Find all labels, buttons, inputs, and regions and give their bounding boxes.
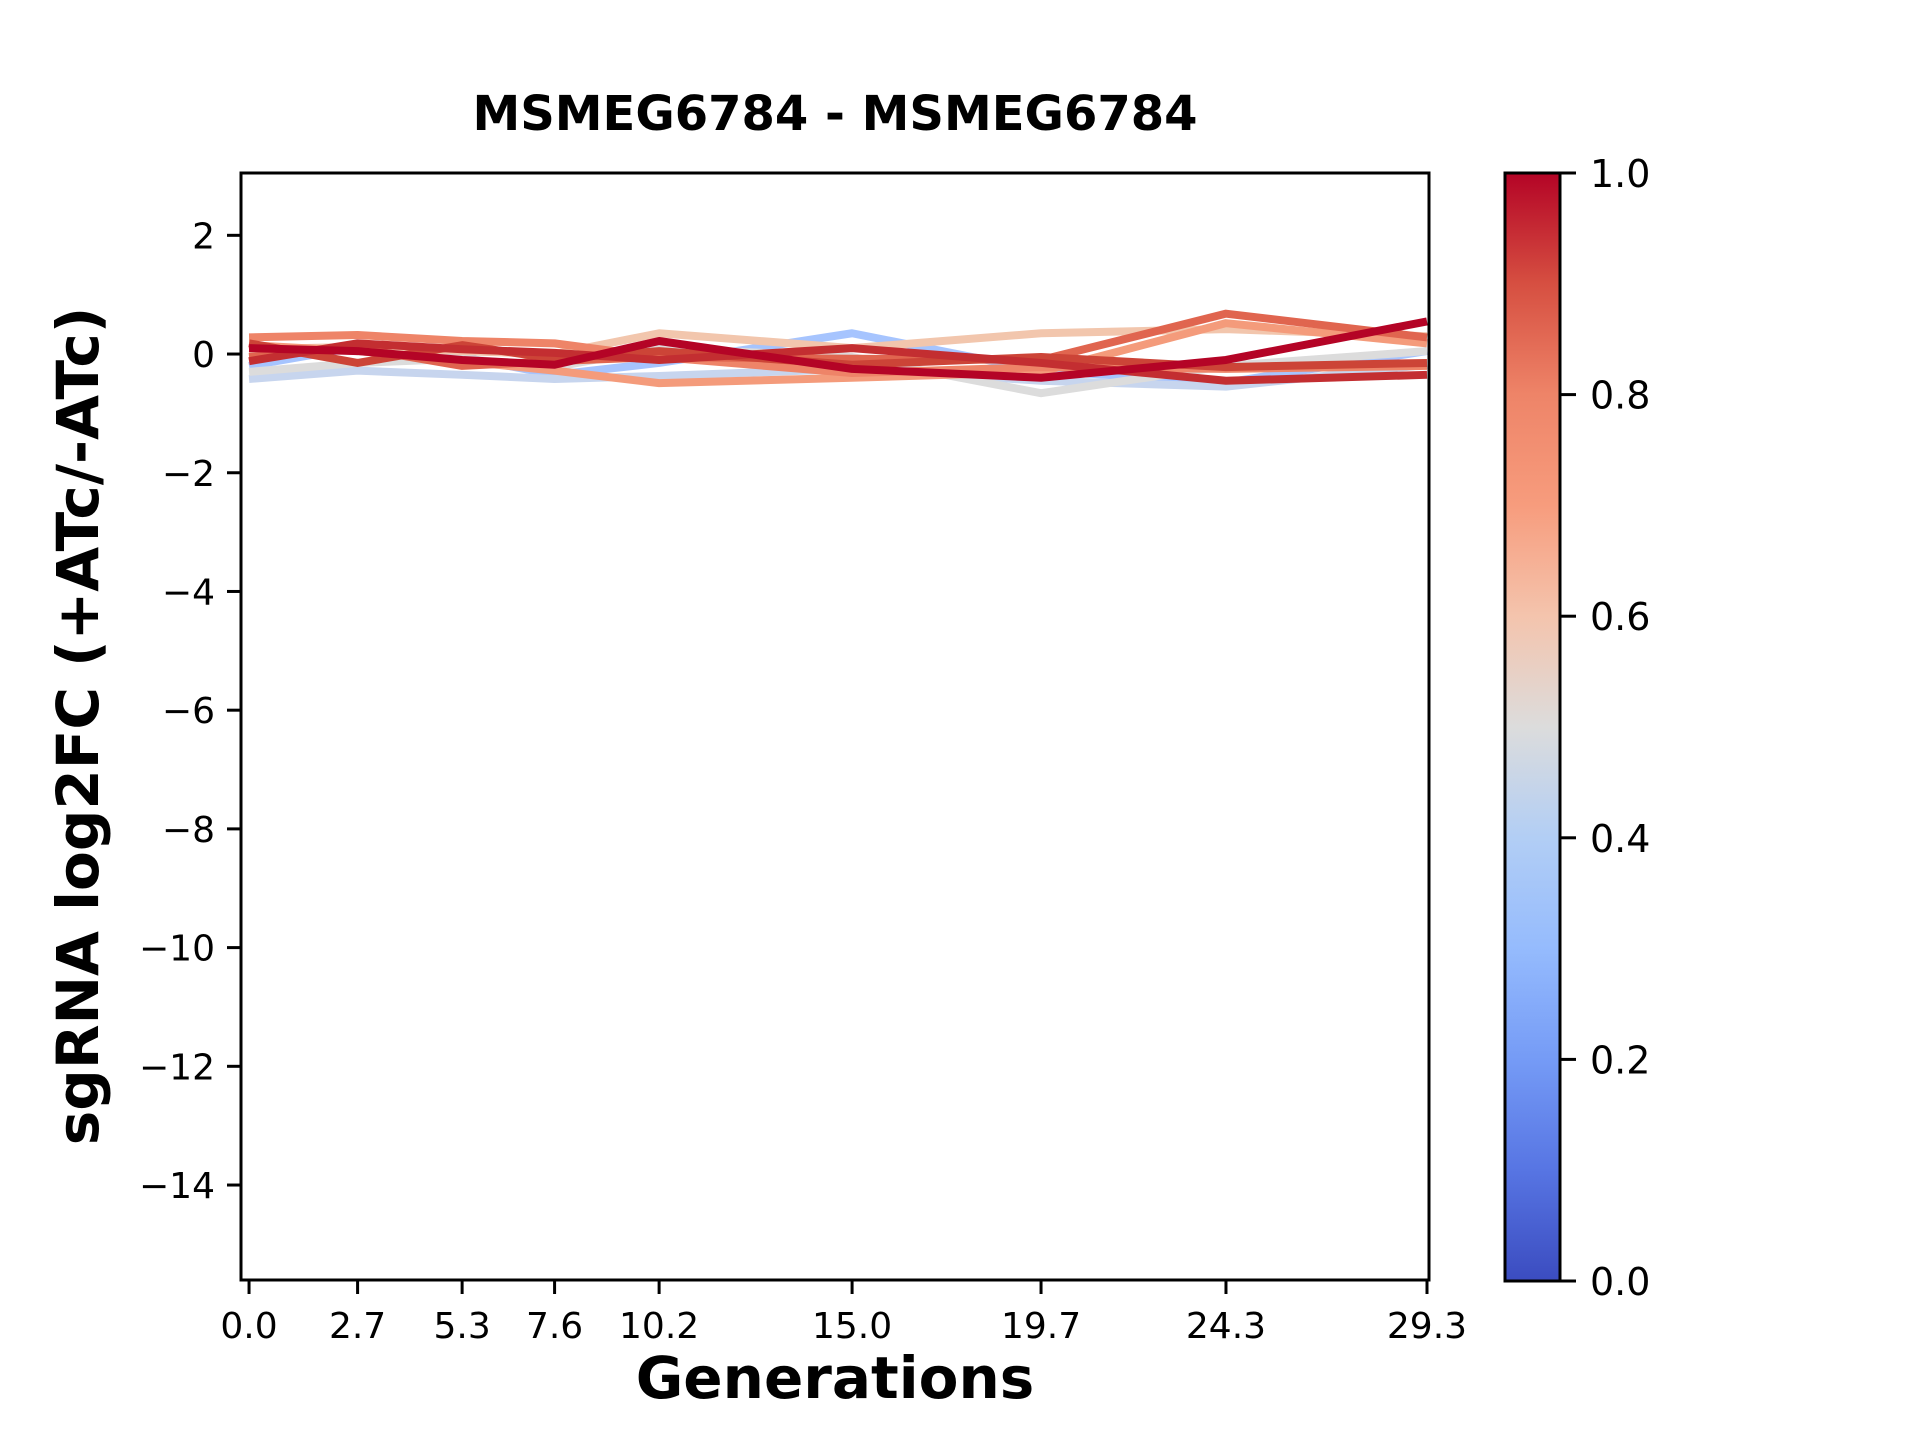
x-tick-label: 15.0 — [812, 1306, 892, 1347]
series-line-line-9 — [248, 339, 1428, 385]
y-tick-label: −8 — [162, 810, 215, 851]
colorbar-tick-label: 1.0 — [1590, 152, 1650, 196]
colorbar-tick-label: 0.4 — [1590, 817, 1650, 861]
x-axis-label: Generations — [635, 1344, 1035, 1412]
series-line-line-2 — [248, 360, 1428, 391]
colorbar-tick-label: 0.6 — [1590, 595, 1650, 639]
y-tick-label: −2 — [162, 454, 215, 495]
x-tick-label: 29.3 — [1387, 1306, 1467, 1347]
y-tick-label: 2 — [192, 216, 215, 257]
x-tick-label: 2.7 — [329, 1306, 386, 1347]
colorbar-tick-label: 0.8 — [1590, 374, 1650, 418]
y-tick-label: 0 — [192, 335, 215, 376]
y-tick-label: −4 — [162, 572, 215, 613]
plot-frame — [239, 171, 1431, 1282]
y-tick-label: −10 — [139, 929, 215, 970]
x-tick-label: 0.0 — [220, 1306, 277, 1347]
colorbar — [1503, 171, 1562, 1283]
x-tick-label: 10.2 — [619, 1306, 699, 1347]
x-tick-label: 7.6 — [526, 1306, 583, 1347]
y-tick-label: −14 — [139, 1166, 215, 1207]
y-tick-label: −12 — [139, 1047, 215, 1088]
colorbar-tick-label: 0.0 — [1590, 1260, 1650, 1304]
series-line-line-10 — [248, 317, 1428, 382]
x-tick-label: 19.7 — [1001, 1306, 1081, 1347]
x-tick-label: 5.3 — [433, 1306, 490, 1347]
chart-title: MSMEG6784 - MSMEG6784 — [472, 86, 1198, 142]
y-tick-label: −6 — [162, 691, 215, 732]
x-tick-label: 24.3 — [1186, 1306, 1266, 1347]
colorbar-tick-label: 0.2 — [1590, 1038, 1650, 1082]
